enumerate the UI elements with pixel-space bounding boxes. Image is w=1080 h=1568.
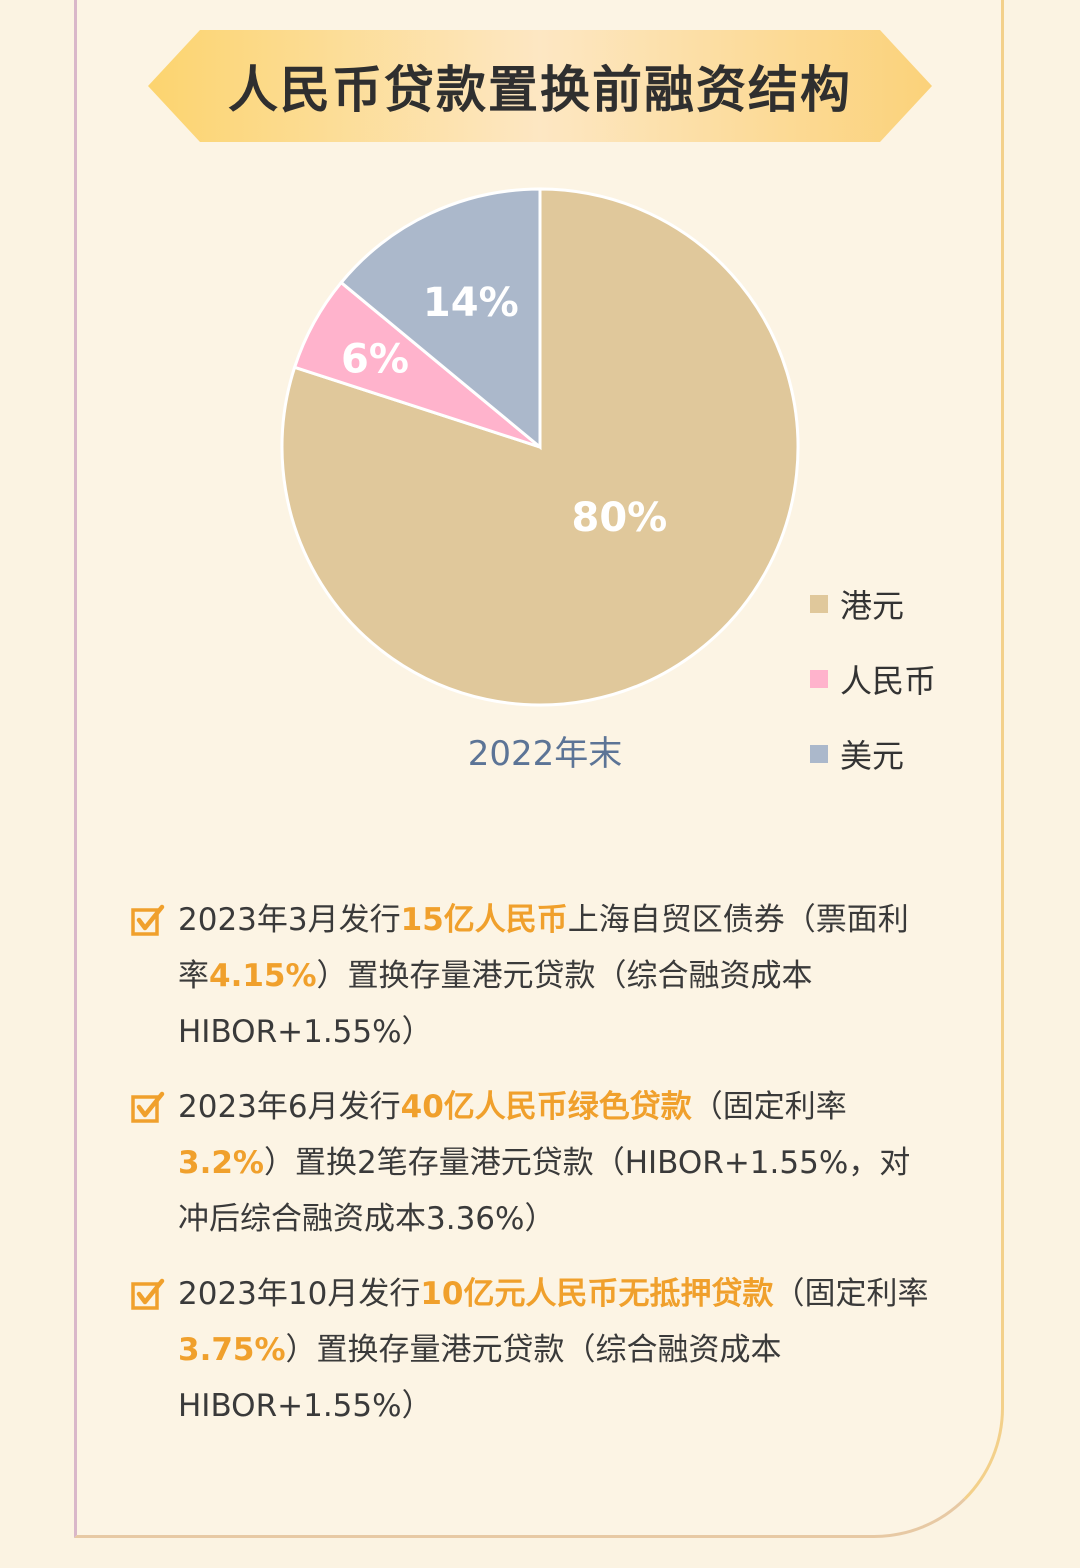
note-segment: （固定利率 xyxy=(773,1276,929,1312)
note-segment: 2023年10月发行 xyxy=(178,1276,421,1312)
legend-label-hkd: 港元 xyxy=(840,586,905,625)
title-banner: 人民币贷款置换前融资结构 xyxy=(148,30,932,142)
checkbox-checked-icon xyxy=(130,892,178,1060)
note-segment: 2023年6月发行 xyxy=(178,1089,401,1125)
banner-shape xyxy=(148,30,932,142)
chart-legend: 港元 人民币 美元 xyxy=(810,566,936,791)
pie-chart: 80% 6% 14% xyxy=(280,187,800,707)
note-segment: 上海自贸区债券（票面利率 xyxy=(178,902,909,994)
note-segment: ）置换2笔存量港元贷款（HIBOR+1.55%，对冲后综合融资成本3.36%） xyxy=(178,1145,911,1237)
legend-swatch-usd xyxy=(810,744,828,763)
note-text: 2023年6月发行40亿人民币绿色贷款（固定利率 3.2%）置换2笔存量港元贷款（… xyxy=(178,1079,930,1247)
note-highlight: 4.15% xyxy=(209,958,317,994)
legend-swatch-hkd xyxy=(810,594,828,613)
pie-label-rmb: 6% xyxy=(341,336,409,382)
note-highlight: 3.75% xyxy=(178,1332,286,1368)
note-highlight: 40亿人民币绿色贷款 xyxy=(400,1089,692,1125)
note-highlight: 15亿人民币 xyxy=(400,902,568,938)
note-text: 2023年3月发行15亿人民币上海自贸区债券（票面利率4.15%）置换存量港元贷… xyxy=(178,892,930,1060)
note-segment: 2023年3月发行 xyxy=(178,902,401,938)
page-title: 人民币贷款置换前融资结构 xyxy=(228,61,852,119)
legend-item-usd: 美元 xyxy=(810,716,936,791)
pie-label-usd: 14% xyxy=(423,280,519,326)
note-highlight: 10亿元人民币无抵押贷款 xyxy=(420,1276,774,1312)
legend-label-rmb: 人民币 xyxy=(840,661,937,700)
note-segment: ）置换存量港元贷款（综合融资成本HIBOR+1.55%） xyxy=(178,958,813,1050)
checkbox-checked-icon xyxy=(130,1079,178,1247)
note-segment: （固定利率 xyxy=(691,1089,847,1125)
pie-slice-usd xyxy=(339,187,542,451)
note-item-1: 2023年3月发行15亿人民币上海自贸区债券（票面利率4.15%）置换存量港元贷… xyxy=(130,892,950,1060)
pie-slice-hkd xyxy=(280,187,800,707)
note-item-3: 2023年10月发行10亿元人民币无抵押贷款（固定利率 3.75%）置换存量港元贷… xyxy=(130,1266,950,1434)
note-segment: ）置换存量港元贷款（综合融资成本HIBOR+1.55%） xyxy=(178,1332,782,1424)
legend-item-rmb: 人民币 xyxy=(810,641,936,716)
checkbox-checked-icon xyxy=(130,1266,178,1434)
legend-swatch-rmb xyxy=(810,669,828,688)
notes-list: 2023年3月发行15亿人民币上海自贸区债券（票面利率4.15%）置换存量港元贷… xyxy=(130,892,950,1453)
chart-caption: 2022年末 xyxy=(467,734,623,774)
note-item-2: 2023年6月发行40亿人民币绿色贷款（固定利率 3.2%）置换2笔存量港元贷款（… xyxy=(130,1079,950,1247)
legend-item-hkd: 港元 xyxy=(810,566,936,641)
pie-label-hkd: 80% xyxy=(571,495,667,541)
note-text: 2023年10月发行10亿元人民币无抵押贷款（固定利率 3.75%）置换存量港元贷… xyxy=(178,1266,930,1434)
note-highlight: 3.2% xyxy=(178,1145,264,1181)
legend-label-usd: 美元 xyxy=(840,736,905,775)
